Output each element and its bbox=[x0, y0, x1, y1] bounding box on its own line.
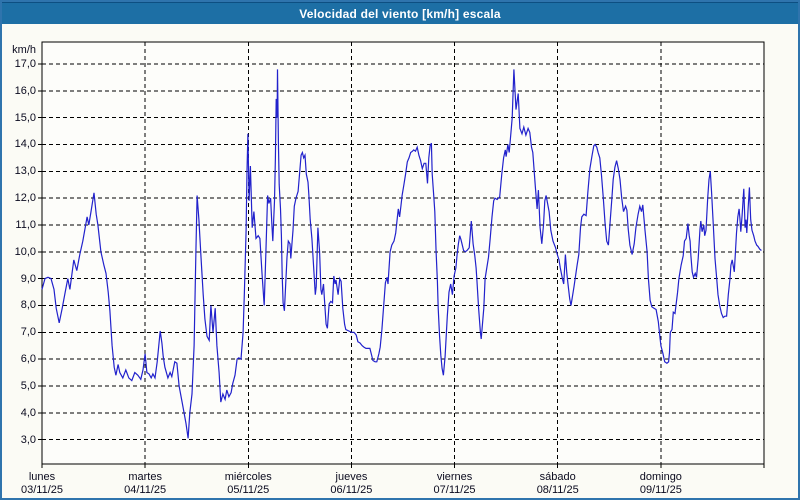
y-axis-unit-label: km/h bbox=[12, 44, 36, 56]
y-tick-label: 15,0 bbox=[14, 111, 36, 124]
wind-speed-chart: km/h 17,0 16,0 15,0 14,0 13,0 12,0 11,0 10,0 9,0 8… bbox=[2, 24, 798, 498]
x-day-label: lunes 03/11/25 bbox=[20, 471, 63, 496]
y-tick-label: 16,0 bbox=[14, 84, 36, 97]
y-tick-label: 11,0 bbox=[15, 218, 36, 231]
y-tick-label: 8,0 bbox=[20, 299, 36, 312]
y-tick-label: 13,0 bbox=[14, 165, 36, 178]
x-day-label: miércoles 05/11/25 bbox=[224, 471, 272, 496]
title-bar: Velocidad del viento [km/h] escala bbox=[2, 2, 798, 24]
y-tick-label: 14,0 bbox=[14, 138, 36, 151]
y-tick-label: 4,0 bbox=[20, 406, 36, 419]
x-day-label: sábado 08/11/25 bbox=[536, 471, 579, 496]
y-tick-label: 9,0 bbox=[20, 272, 36, 285]
y-tick-label: 3,0 bbox=[20, 433, 36, 446]
y-tick-label: 12,0 bbox=[14, 192, 36, 205]
x-day-label: domingo 09/11/25 bbox=[639, 471, 682, 496]
x-day-label: jueves 06/11/25 bbox=[330, 471, 373, 496]
y-tick-label: 5,0 bbox=[20, 379, 36, 392]
window-title: Velocidad del viento [km/h] escala bbox=[299, 6, 501, 21]
y-tick-label: 6,0 bbox=[20, 353, 36, 366]
y-tick-label: 10,0 bbox=[14, 245, 36, 258]
wind-speed-line bbox=[41, 69, 762, 439]
plot-canvas bbox=[38, 41, 765, 468]
y-tick-label: 7,0 bbox=[20, 326, 36, 339]
x-day-label: viernes 07/11/25 bbox=[433, 471, 476, 496]
y-tick-label: 17,0 bbox=[14, 58, 36, 70]
plot-border bbox=[41, 41, 765, 465]
x-day-label: martes 04/11/25 bbox=[124, 471, 167, 496]
